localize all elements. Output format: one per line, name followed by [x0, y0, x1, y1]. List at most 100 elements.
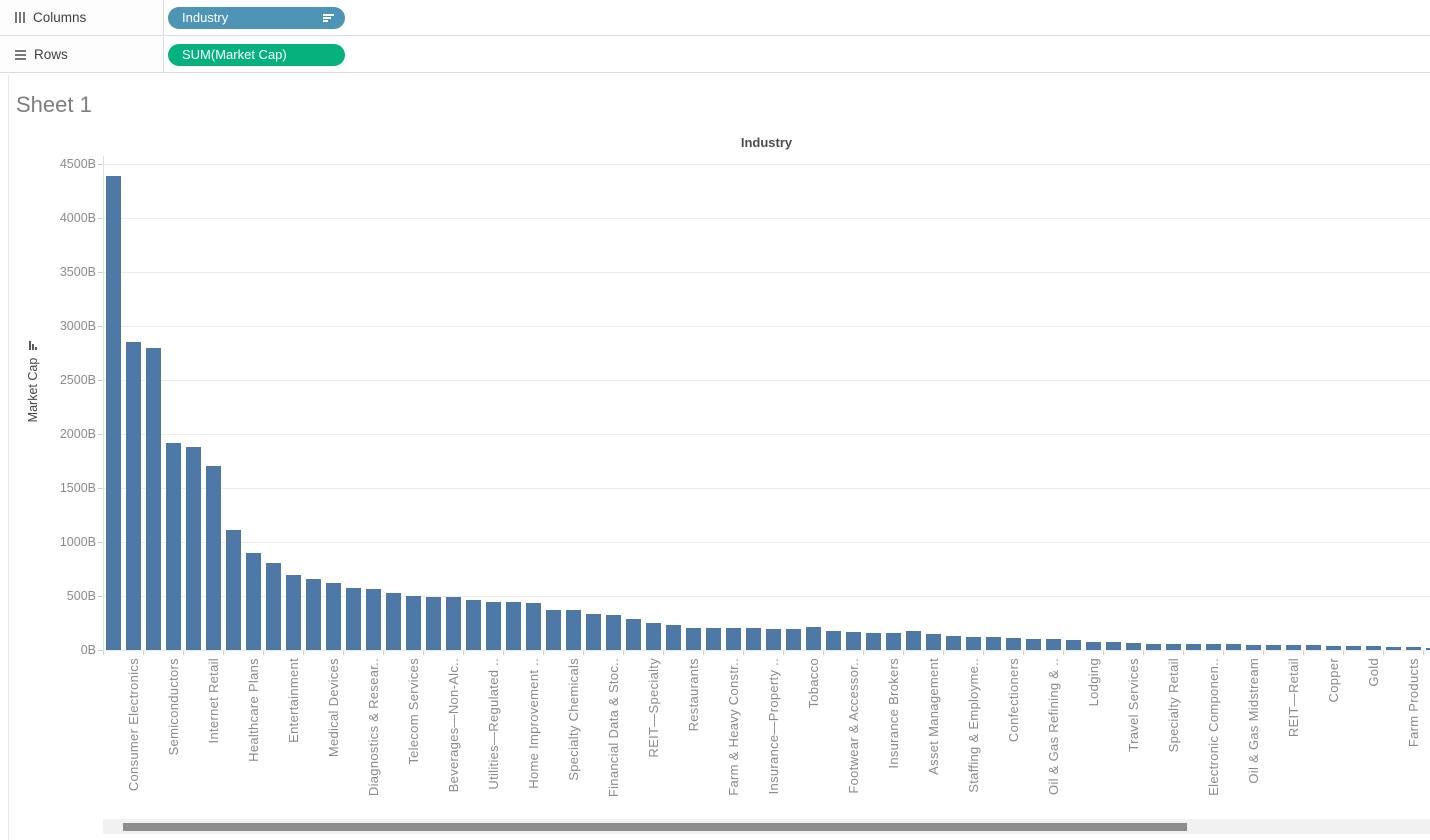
bar[interactable]: [946, 636, 961, 650]
x-axis-label: REIT—Specialty: [646, 658, 661, 758]
columns-shelf[interactable]: Columns Industry: [0, 0, 1430, 36]
bar[interactable]: [826, 631, 841, 650]
bar[interactable]: [1406, 647, 1421, 650]
bar[interactable]: [146, 348, 161, 650]
bar[interactable]: [1006, 638, 1021, 650]
x-axis-tick-mark: [982, 651, 984, 655]
bar[interactable]: [586, 614, 601, 650]
y-tick-label: 2500B: [59, 373, 96, 387]
x-axis-tick-mark: [1342, 651, 1344, 655]
bar[interactable]: [606, 615, 621, 650]
bar[interactable]: [226, 530, 241, 650]
bar[interactable]: [1426, 648, 1430, 650]
x-axis-tick-mark: [1382, 651, 1384, 655]
bar[interactable]: [1266, 645, 1281, 650]
rows-shelf[interactable]: Rows SUM(Market Cap): [0, 37, 1430, 73]
bar[interactable]: [866, 633, 881, 650]
y-axis-tick-mark: [98, 596, 103, 597]
bar[interactable]: [326, 583, 341, 650]
bar[interactable]: [1086, 642, 1101, 650]
bar[interactable]: [1346, 646, 1361, 650]
bar[interactable]: [1046, 639, 1061, 650]
x-axis-label: Staffing & Employme..: [966, 658, 981, 793]
bar[interactable]: [526, 603, 541, 650]
bar[interactable]: [1306, 645, 1321, 650]
horizontal-scrollbar-thumb[interactable]: [123, 823, 1187, 831]
bar[interactable]: [986, 637, 1001, 650]
columns-shelf-label: Columns: [33, 10, 87, 25]
bar[interactable]: [1166, 644, 1181, 650]
bar[interactable]: [206, 466, 221, 650]
bar[interactable]: [546, 610, 561, 650]
bar[interactable]: [1106, 642, 1121, 650]
bar[interactable]: [686, 628, 701, 650]
bar[interactable]: [1126, 643, 1141, 650]
y-tick-label: 3500B: [59, 265, 96, 279]
bar[interactable]: [926, 634, 941, 650]
column-field-header: Industry: [740, 135, 793, 150]
bar[interactable]: [166, 443, 181, 650]
y-axis-line: [103, 156, 104, 650]
sort-descending-icon[interactable]: [323, 14, 334, 22]
bar[interactable]: [246, 553, 261, 650]
bar[interactable]: [1066, 640, 1081, 650]
bar[interactable]: [426, 597, 441, 650]
bar[interactable]: [786, 629, 801, 650]
x-axis-label: Insurance—Property ..: [766, 658, 781, 795]
x-axis-label: Utilities—Regulated ..: [486, 658, 501, 790]
x-axis-tick-mark: [1102, 651, 1104, 655]
bar[interactable]: [446, 597, 461, 650]
bar[interactable]: [506, 602, 521, 650]
bar[interactable]: [886, 633, 901, 650]
bar[interactable]: [386, 593, 401, 650]
gridline: [103, 326, 1430, 327]
bar[interactable]: [1326, 646, 1341, 650]
bar[interactable]: [1366, 646, 1381, 650]
x-axis-label: Insurance Brokers: [886, 658, 901, 769]
bar[interactable]: [306, 579, 321, 650]
x-axis-label: Oil & Gas Midstream: [1246, 658, 1261, 784]
sum-market-cap-measure-pill[interactable]: SUM(Market Cap): [168, 44, 345, 66]
bar[interactable]: [566, 610, 581, 650]
bar[interactable]: [846, 632, 861, 650]
bar[interactable]: [906, 631, 921, 650]
bar[interactable]: [626, 619, 641, 650]
bar[interactable]: [1386, 647, 1401, 650]
gridline: [103, 434, 1430, 435]
bar[interactable]: [666, 625, 681, 650]
y-tick-label: 4000B: [59, 211, 96, 225]
x-axis-label: REIT—Retail: [1286, 658, 1301, 738]
bar[interactable]: [706, 628, 721, 650]
bar[interactable]: [486, 602, 501, 650]
bar[interactable]: [286, 575, 301, 650]
x-axis-tick-mark: [702, 651, 704, 655]
bar[interactable]: [106, 176, 121, 650]
bar[interactable]: [806, 627, 821, 650]
bar[interactable]: [726, 628, 741, 650]
gridline: [103, 380, 1430, 381]
bar[interactable]: [1186, 644, 1201, 650]
bar[interactable]: [746, 628, 761, 650]
horizontal-scrollbar-track[interactable]: [103, 819, 1430, 834]
bar[interactable]: [406, 596, 421, 650]
bar[interactable]: [186, 447, 201, 650]
x-axis-tick-mark: [222, 651, 224, 655]
bar[interactable]: [766, 629, 781, 650]
axis-sort-descending-icon[interactable]: [29, 341, 37, 350]
bar[interactable]: [1146, 644, 1161, 650]
bar[interactable]: [1026, 639, 1041, 650]
rows-icon: [15, 49, 26, 60]
bar[interactable]: [1226, 644, 1241, 650]
bar[interactable]: [466, 600, 481, 650]
bar[interactable]: [646, 623, 661, 650]
industry-dimension-pill[interactable]: Industry: [168, 7, 345, 29]
bar[interactable]: [366, 589, 381, 650]
bar[interactable]: [966, 637, 981, 650]
bar[interactable]: [1286, 645, 1301, 650]
bar[interactable]: [1246, 645, 1261, 650]
bar[interactable]: [126, 342, 141, 650]
bar[interactable]: [1206, 644, 1221, 650]
bar[interactable]: [346, 588, 361, 650]
bar[interactable]: [266, 563, 281, 650]
